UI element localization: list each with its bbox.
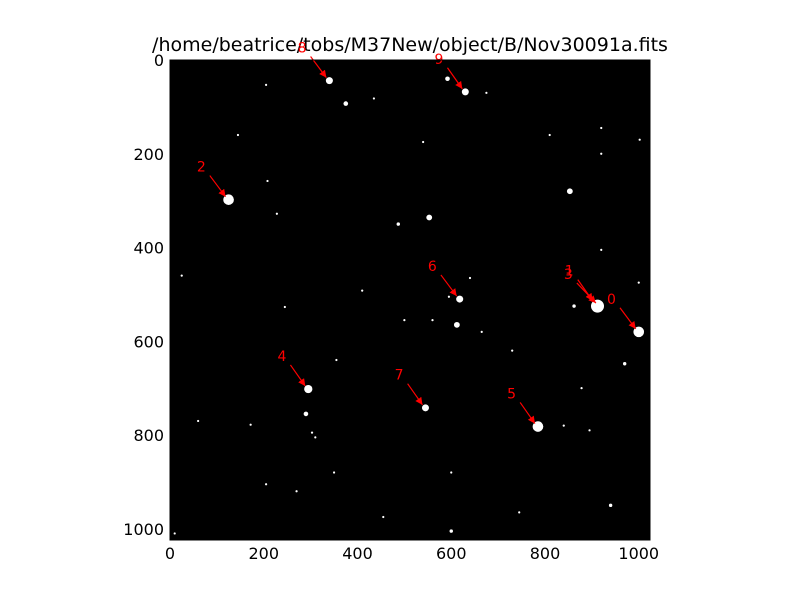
stars-layer — [173, 76, 645, 535]
star-38 — [580, 387, 583, 390]
star-14 — [421, 404, 429, 412]
x-tick-label: 200 — [248, 544, 279, 563]
star-1 — [325, 77, 333, 85]
star-5 — [566, 188, 573, 195]
star-34 — [295, 490, 298, 493]
star-30 — [335, 358, 338, 362]
y-tick-label: 600 — [133, 332, 164, 351]
star-7 — [396, 222, 400, 226]
star-45 — [600, 126, 603, 130]
star-13 — [303, 411, 309, 417]
star-44 — [600, 152, 603, 155]
marker-arrow-5 — [519, 402, 536, 424]
star-12 — [304, 384, 313, 394]
fits-image — [170, 60, 650, 540]
star-29 — [249, 423, 252, 426]
star-25 — [403, 319, 406, 322]
star-23 — [283, 305, 286, 309]
star-47 — [485, 91, 488, 94]
plot-frame — [169, 59, 651, 541]
star-33 — [264, 483, 268, 486]
star-41 — [449, 529, 453, 533]
star-56 — [431, 319, 434, 322]
y-tick-label: 0 — [154, 51, 164, 70]
star-51 — [600, 248, 603, 251]
marker-arrow-2 — [209, 175, 227, 198]
marker-arrow-0 — [619, 307, 637, 330]
star-21 — [275, 212, 278, 215]
y-tick-label: 800 — [133, 426, 164, 445]
x-tick-label: 1000 — [618, 544, 659, 563]
star-54 — [310, 431, 314, 434]
x-tick-label: 400 — [342, 544, 373, 563]
star-36 — [518, 511, 521, 514]
marker-arrow-9 — [446, 67, 463, 90]
star-2 — [461, 88, 469, 96]
star-19 — [236, 133, 240, 137]
star-39 — [588, 429, 591, 432]
y-tick-label: 1000 — [123, 520, 164, 539]
star-35 — [450, 471, 453, 474]
star-17 — [572, 304, 576, 308]
star-42 — [382, 515, 385, 519]
marker-label-1: 1 — [565, 264, 574, 280]
marker-arrow-4 — [289, 364, 306, 387]
star-16 — [622, 362, 627, 366]
star-37 — [562, 424, 565, 427]
x-tick-label: 600 — [436, 544, 467, 563]
x-axis: 0 200 400 600 800 1000 — [165, 60, 659, 563]
marker-label-2: 2 — [197, 160, 206, 176]
star-4 — [343, 101, 349, 106]
marker-label-3: 3 — [564, 267, 573, 283]
star-53 — [468, 276, 472, 280]
marker-label-6: 6 — [428, 259, 437, 275]
x-tick-label: 0 — [165, 544, 175, 563]
star-28 — [197, 419, 200, 423]
x-tick-label: 800 — [530, 544, 561, 563]
y-axis: 0 200 400 600 800 1000 — [123, 51, 650, 539]
marker-label-0: 0 — [607, 292, 616, 308]
marker-arrow-7 — [407, 383, 423, 406]
star-3 — [445, 76, 450, 82]
star-9 — [453, 321, 460, 328]
star-20 — [266, 179, 269, 183]
star-11 — [633, 326, 645, 338]
star-50 — [447, 295, 451, 298]
y-tick-label: 200 — [133, 145, 164, 164]
figure-title: /home/beatrice/tobs/M37New/object/B/Nov3… — [152, 34, 668, 56]
star-31 — [608, 503, 613, 508]
star-15 — [532, 421, 544, 432]
star-48 — [422, 140, 425, 144]
star-26 — [480, 330, 483, 333]
star-55 — [314, 436, 317, 439]
star-18 — [264, 83, 268, 86]
star-6 — [426, 214, 433, 221]
marker-label-8: 8 — [298, 41, 307, 57]
star-43 — [638, 138, 641, 141]
star-40 — [173, 532, 176, 535]
star-22 — [180, 274, 183, 277]
star-49 — [372, 97, 376, 100]
marker-label-7: 7 — [395, 368, 404, 384]
marker-arrow-6 — [440, 274, 458, 297]
marker-label-5: 5 — [507, 386, 516, 402]
marker-arrow-3 — [576, 282, 597, 304]
star-0 — [223, 194, 234, 205]
star-32 — [332, 471, 336, 474]
star-24 — [361, 289, 364, 292]
y-tick-label: 400 — [133, 239, 164, 258]
star-52 — [637, 281, 640, 284]
star-46 — [548, 133, 551, 137]
marker-label-4: 4 — [277, 349, 286, 365]
star-10 — [591, 299, 604, 313]
star-8 — [456, 295, 464, 303]
star-27 — [511, 349, 514, 352]
